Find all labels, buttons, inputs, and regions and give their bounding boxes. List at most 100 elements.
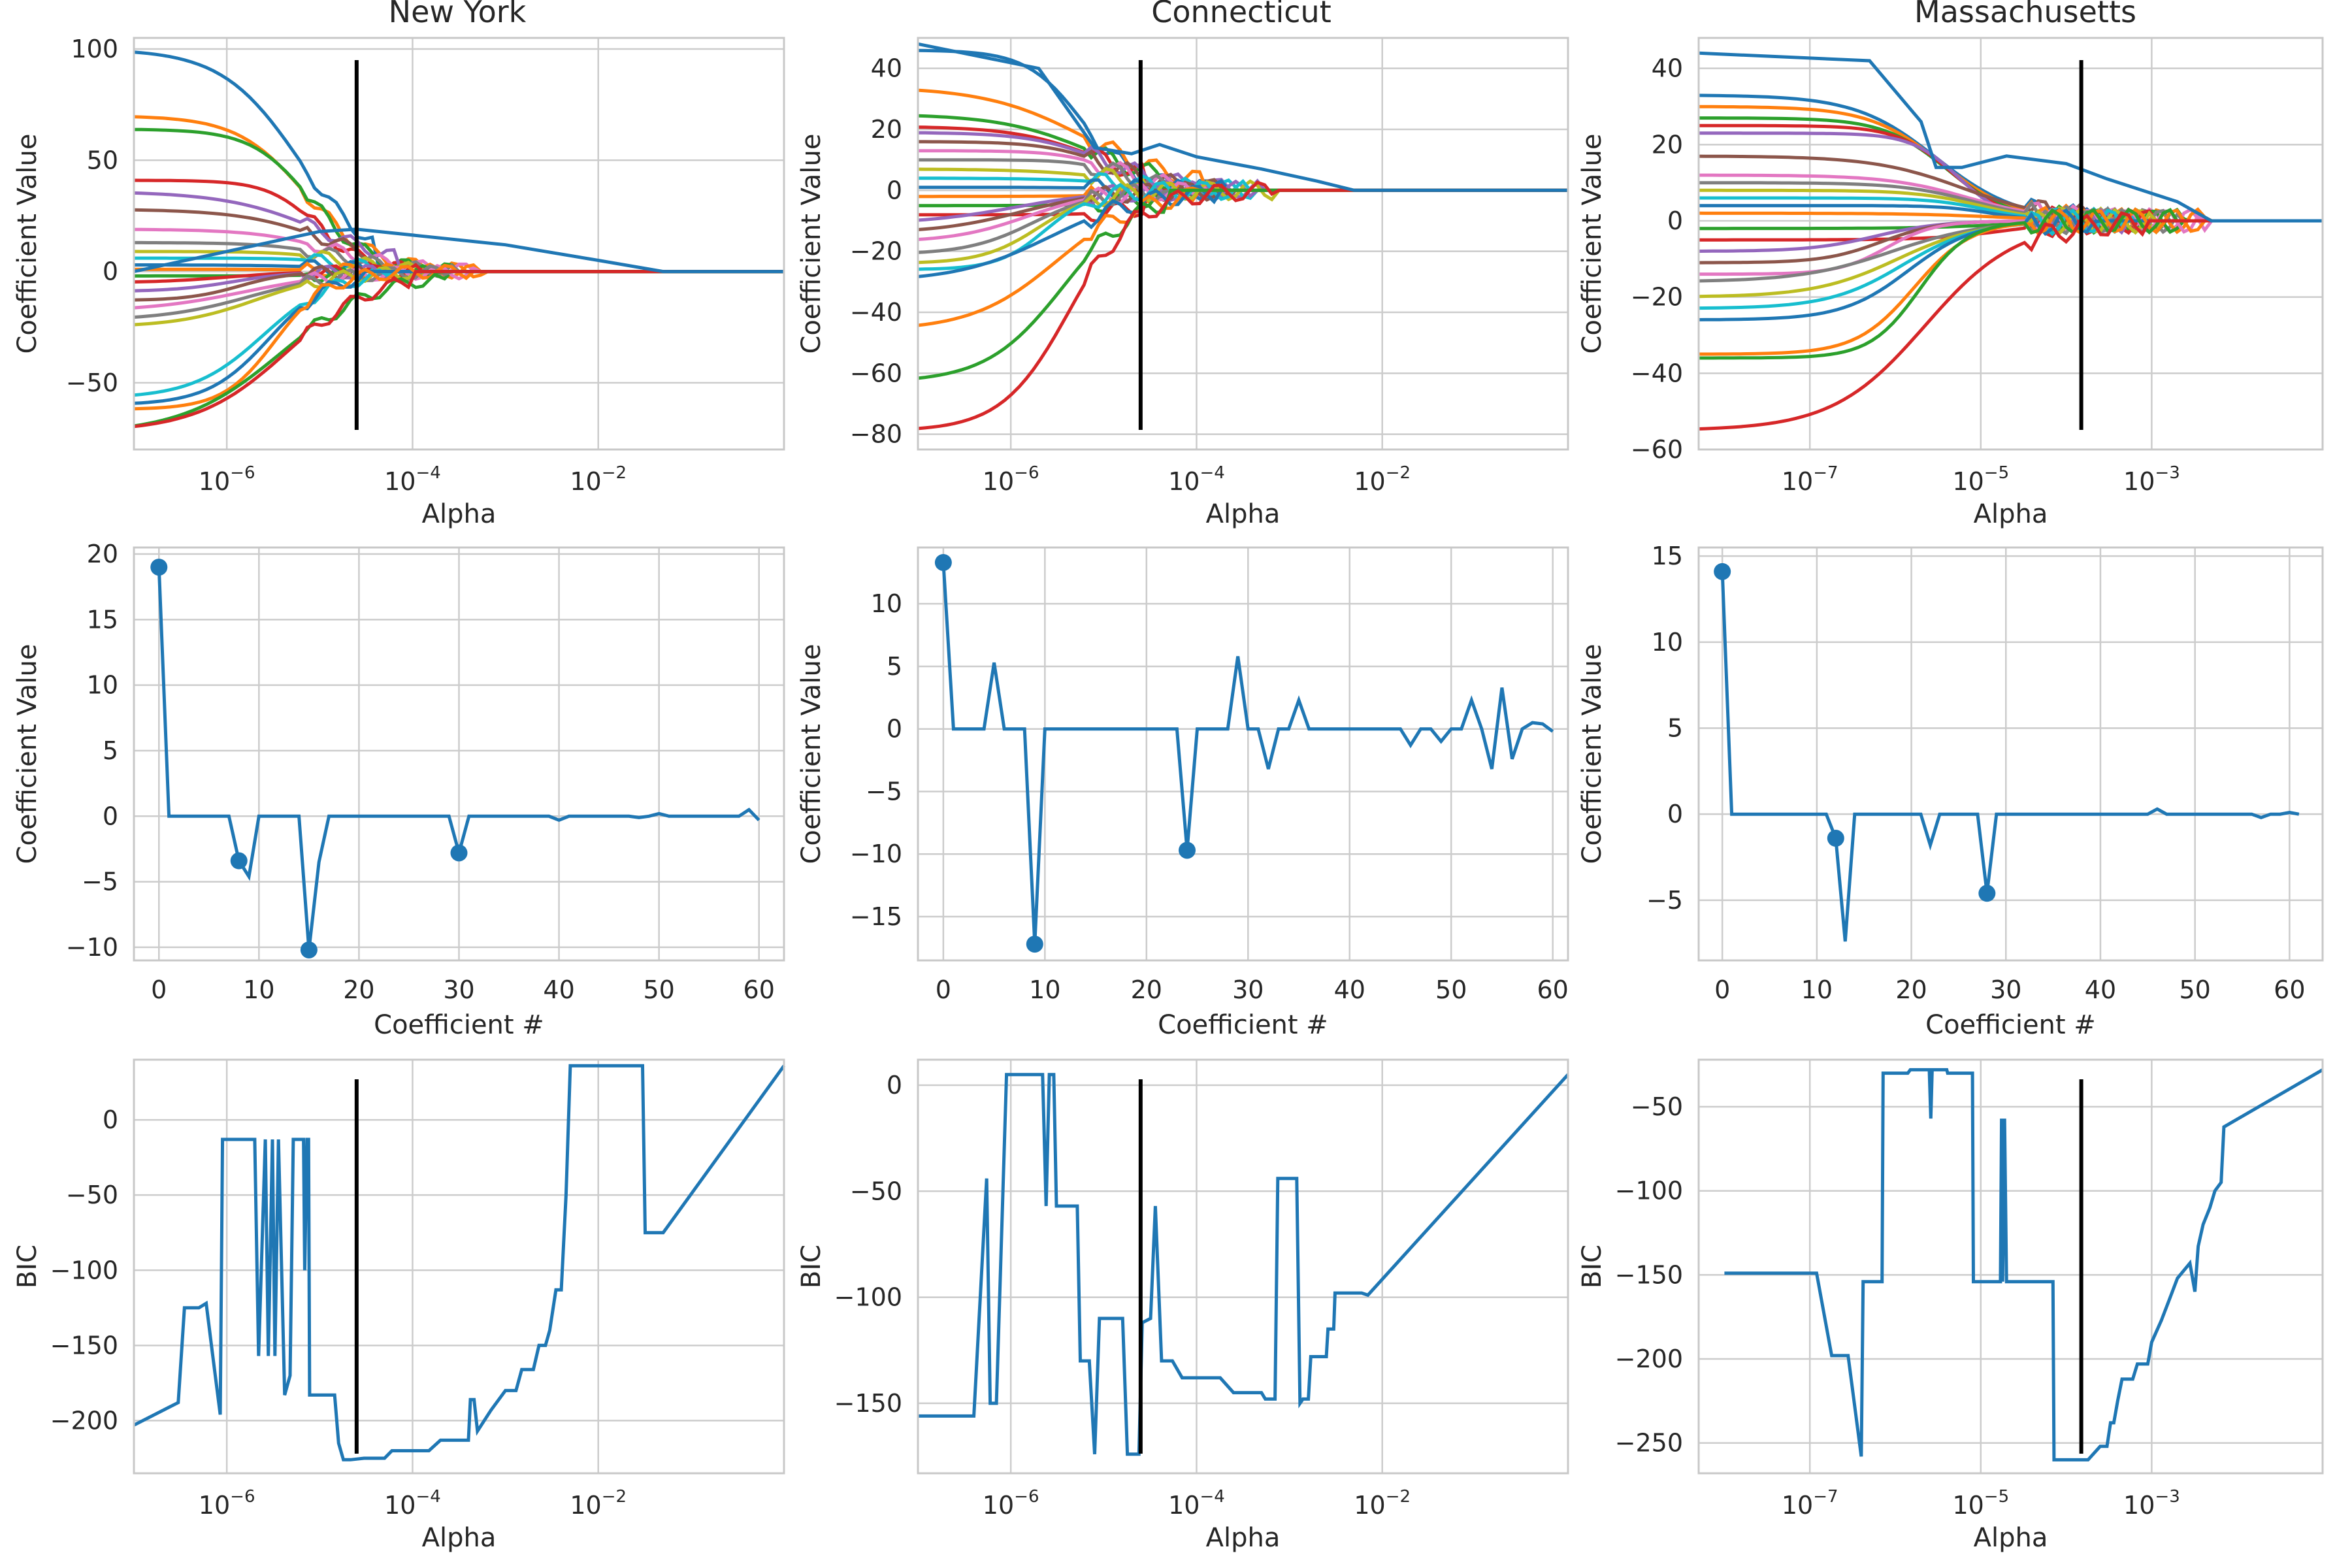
c0-coef-ytick-4: 0 [103, 802, 118, 830]
c1-coef-ylabel: Coefficient Value [796, 644, 826, 864]
c2-bic-series-line [1724, 1068, 2324, 1462]
c0-bic-xtick-0: 10−6 [199, 1487, 255, 1520]
c1-path-xtick-2: 10−2 [1354, 463, 1411, 496]
c1-path-ytick-4: −40 [850, 298, 902, 327]
c2-coef-frame [1697, 546, 2324, 962]
c2-path-ytick-0: 40 [1652, 54, 1683, 83]
c2-bic-ytick-0: −50 [1631, 1092, 1683, 1121]
c1-coef-xtick-2: 20 [1131, 975, 1162, 1004]
state-title-0: New York [389, 0, 527, 29]
c1-coef-xtick-0: 0 [936, 975, 951, 1004]
c1-coef-ytick-4: −10 [850, 840, 902, 868]
c0-coef-ytick-6: −10 [66, 933, 118, 962]
c2-coef-xtick-3: 30 [1990, 975, 2021, 1004]
c0-bic-xtick-2: 10−2 [570, 1487, 627, 1520]
c2-coef-series-line [1720, 571, 2300, 942]
c1-coef-ytick-0: 10 [871, 589, 902, 618]
c2-path-ytick-4: −40 [1631, 359, 1683, 387]
c0-coef-xtick-6: 60 [743, 975, 775, 1004]
c1-bic-xtick-2: 10−2 [1354, 1487, 1411, 1520]
c1-path-xtick-1: 10−4 [1168, 463, 1225, 496]
c2-coef-marker-1 [1827, 830, 1844, 847]
c2-coef-xtick-4: 40 [2085, 975, 2116, 1004]
c1-path-xlabel: Alpha [1206, 499, 1281, 529]
c0-bic-ytick-3: −150 [50, 1331, 118, 1360]
c2-path-frame [1697, 37, 2324, 451]
c0-coef-ytick-2: 10 [87, 671, 118, 700]
c1-coef-xtick-3: 30 [1232, 975, 1264, 1004]
c0-coef-ytick-1: 15 [87, 605, 118, 634]
c2-coef-ytick-2: 5 [1667, 714, 1683, 743]
c0-coef-ylabel: Coefficient Value [12, 644, 42, 864]
c2-coef-xtick-2: 20 [1895, 975, 1927, 1004]
c1-path-xtick-0: 10−6 [983, 463, 1039, 496]
c0-coef-marker-0 [150, 559, 168, 576]
c0-coef-ytick-3: 5 [103, 736, 118, 765]
c1-coef-xtick-1: 10 [1029, 975, 1060, 1004]
c2-bic-xtick-2: 10−3 [2123, 1487, 2180, 1520]
c0-bic-ytick-1: −50 [66, 1181, 118, 1209]
c1-coef-xtick-5: 50 [1435, 975, 1467, 1004]
c2-coef-xtick-5: 50 [2179, 975, 2210, 1004]
c2-coef-marker-0 [1714, 563, 1731, 580]
c1-bic-xtick-1: 10−4 [1168, 1487, 1225, 1520]
c1-bic-ytick-3: −150 [834, 1389, 902, 1418]
c2-path-ytick-5: −60 [1631, 435, 1683, 464]
c2-coef-xtick-0: 0 [1714, 975, 1730, 1004]
c1-path-survivor-series [917, 42, 1568, 192]
c0-path-xtick-0: 10−6 [199, 463, 255, 496]
c2-bic-ylabel: BIC [1577, 1245, 1607, 1288]
c0-path-xlabel: Alpha [422, 499, 497, 529]
c0-bic-ytick-2: −100 [50, 1256, 118, 1284]
c1-coef-marker-0 [934, 553, 952, 571]
state-title-2: Massachusetts [1914, 0, 2136, 29]
state-title-1: Connecticut [1151, 0, 1331, 29]
c1-coef-ytick-1: 5 [887, 652, 902, 681]
c1-path-frame [917, 37, 1569, 451]
c0-bic-frame [133, 1058, 785, 1475]
c1-coef-ytick-2: 0 [887, 715, 902, 743]
c0-coef-xtick-0: 0 [151, 975, 167, 1004]
c2-bic-frame [1697, 1058, 2324, 1475]
c1-path-ytick-0: 40 [871, 54, 902, 83]
c2-coef-marker-2 [1978, 885, 1996, 902]
c2-coef-xtick-1: 10 [1801, 975, 1833, 1004]
c1-coef-series-line [941, 562, 1554, 945]
c1-path-ylabel: Coefficient Value [796, 134, 826, 354]
c1-bic-xlabel: Alpha [1206, 1523, 1281, 1553]
c1-path-ytick-2: 0 [887, 176, 902, 204]
c1-path-ytick-6: −80 [850, 420, 902, 449]
c2-bic-ytick-2: −150 [1615, 1260, 1683, 1289]
c0-coef-marker-2 [300, 941, 318, 958]
c1-path-ytick-5: −60 [850, 359, 902, 387]
c2-bic-xlabel: Alpha [1974, 1523, 2048, 1553]
c0-path-ytick-2: 0 [103, 257, 118, 286]
c1-bic-ytick-0: 0 [887, 1071, 902, 1100]
c2-path-xtick-0: 10−7 [1782, 463, 1838, 496]
c2-coef-ylabel: Coefficient Value [1577, 644, 1607, 864]
c2-bic-ytick-3: −200 [1615, 1345, 1683, 1373]
c1-coef-marker-2 [1178, 841, 1196, 859]
c1-path-ytick-3: −20 [850, 237, 902, 266]
c0-coef-marker-1 [230, 852, 248, 870]
c2-coef-ytick-4: −5 [1646, 886, 1683, 915]
c0-coef-xtick-2: 20 [343, 975, 374, 1004]
c0-path-xtick-1: 10−4 [384, 463, 441, 496]
c1-coef-ytick-3: −5 [866, 777, 902, 806]
c0-path-xtick-2: 10−2 [570, 463, 627, 496]
c2-coef-ytick-1: 10 [1652, 628, 1683, 657]
c1-bic-xtick-0: 10−6 [983, 1487, 1039, 1520]
c2-coef-ytick-0: 15 [1652, 542, 1683, 570]
c1-coef-frame [917, 546, 1569, 962]
c2-coef-ytick-3: 0 [1667, 800, 1683, 828]
c0-coef-xtick-3: 30 [443, 975, 474, 1004]
c1-bic-ytick-2: −100 [834, 1283, 902, 1312]
c2-path-xtick-1: 10−5 [1952, 463, 2009, 496]
c0-bic-xlabel: Alpha [422, 1523, 497, 1553]
c2-path-survivor-series [1698, 51, 2323, 223]
c2-bic-xtick-1: 10−5 [1952, 1487, 2009, 1520]
c2-coef-xtick-6: 60 [2274, 975, 2305, 1004]
c1-bic-ylabel: BIC [796, 1245, 826, 1288]
c0-bic-ytick-4: −200 [50, 1406, 118, 1435]
